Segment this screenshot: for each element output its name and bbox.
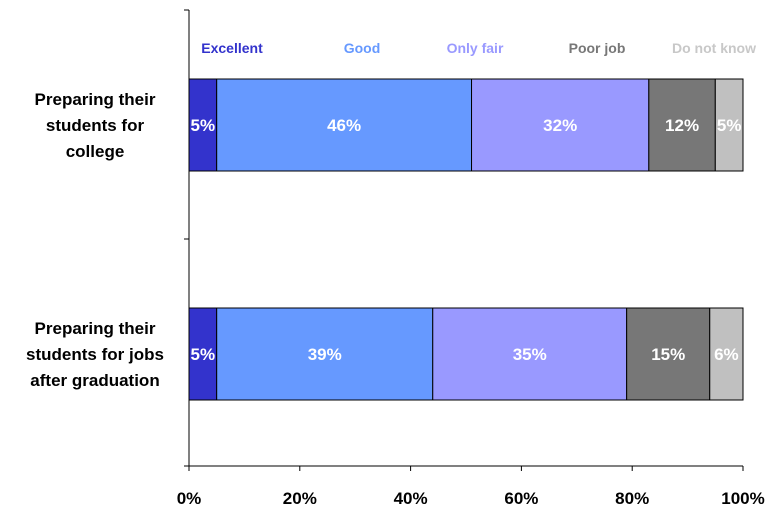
data-label-0-3: 12%	[665, 116, 699, 135]
bar-segment-0-1	[216, 78, 473, 172]
category-label-0: Preparing their students for college	[35, 90, 156, 161]
category-label-line: Preparing their	[35, 90, 156, 109]
x-tick-label-1: 20%	[283, 489, 317, 508]
x-tick-label-5: 100%	[721, 489, 764, 508]
bar-segment-0-0	[188, 78, 218, 172]
bar-segment-0-3	[648, 78, 716, 172]
data-label-1-3: 15%	[651, 345, 685, 364]
legend-entry-0: Excellent	[201, 40, 263, 56]
bars: 5% 46% 32% 12% 5% 5% 39% 35% 15% 6%	[188, 78, 744, 401]
x-tick-label-2: 40%	[394, 489, 428, 508]
legend-entry-4: Do not know	[672, 40, 756, 56]
category-labels: Preparing their students for collegePrepar…	[26, 90, 164, 390]
category-label-line: after graduation	[30, 371, 159, 390]
x-tick-label-0: 0%	[177, 489, 202, 508]
data-label-1-1: 39%	[308, 345, 342, 364]
bar-segment-1-4	[709, 307, 744, 401]
legend-entry-2: Only fair	[447, 40, 504, 56]
data-label-1-2: 35%	[513, 345, 547, 364]
category-label-1: Preparing their students for jobs after gr…	[26, 319, 164, 390]
legend-entry-3: Poor job	[569, 40, 626, 56]
bar-segment-1-0	[188, 307, 218, 401]
category-label-line: students for	[46, 116, 145, 135]
bar-segment-0-2	[471, 78, 650, 172]
data-label-0-1: 46%	[327, 116, 361, 135]
x-tick-label-4: 80%	[615, 489, 649, 508]
bar-segment-0-4	[714, 78, 744, 172]
legend: Excellent Good Only fair Poor job Do not kno…	[201, 40, 756, 56]
bar-segment-1-3	[626, 307, 711, 401]
category-label-line: Preparing their	[35, 319, 156, 338]
data-label-0-0: 5%	[191, 116, 216, 135]
legend-entry-1: Good	[344, 40, 381, 56]
x-tick-label-3: 60%	[504, 489, 538, 508]
category-label-line: college	[66, 142, 125, 161]
x-tick-labels: 0% 20% 40% 60% 80% 100%	[177, 489, 765, 508]
bar-segment-1-1	[216, 307, 434, 401]
data-label-0-2: 32%	[543, 116, 577, 135]
category-label-line: students for jobs	[26, 345, 164, 364]
data-label-1-4: 6%	[714, 345, 739, 364]
data-label-0-4: 5%	[717, 116, 742, 135]
data-label-1-0: 5%	[191, 345, 216, 364]
